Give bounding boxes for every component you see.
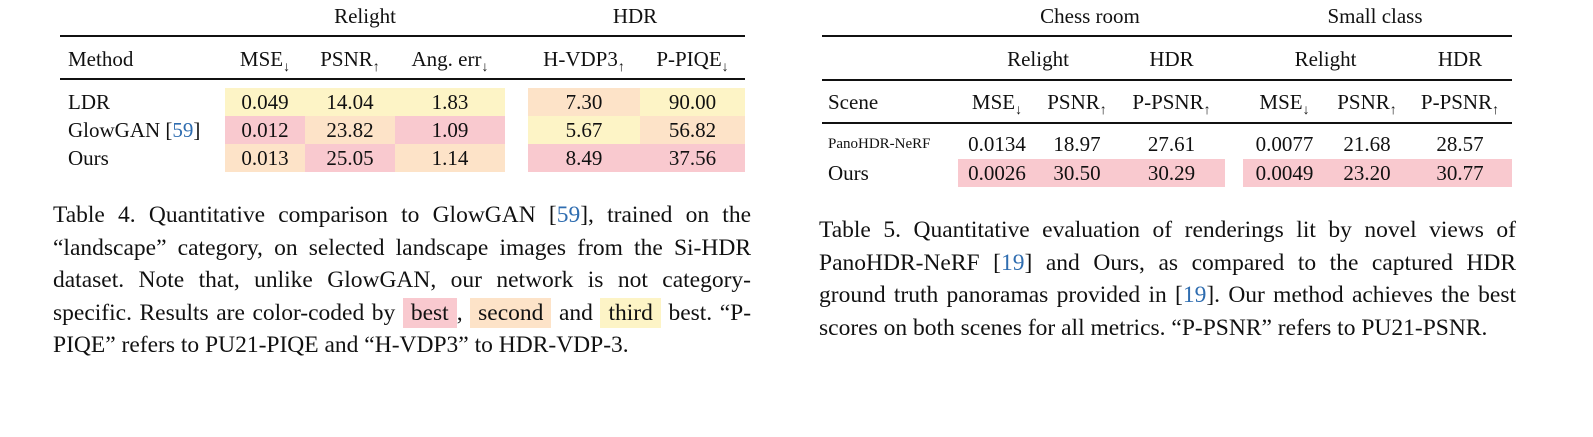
group-header-chess-room: Chess room [1040, 4, 1140, 28]
col-header-psnr: PSNR↑ [320, 47, 380, 75]
cell-psnr: 18.97 [1053, 132, 1101, 156]
rank-cell [305, 144, 395, 172]
citation-link[interactable]: 59 [556, 202, 581, 228]
group-header-relight: Relight [334, 4, 396, 28]
col-header-mse: MSE↓ [1259, 90, 1310, 118]
col-header-method: Method [68, 47, 134, 71]
legend-second: second [470, 297, 552, 328]
cell-psnr: 23.20 [1343, 161, 1391, 185]
col-header-mse: MSE↓ [239, 47, 291, 75]
rank-cell [225, 144, 305, 172]
cell-psnr: 14.04 [326, 90, 374, 114]
rank-cell [225, 116, 305, 144]
subgroup-header-relight: Relight [1007, 47, 1069, 71]
subgroup-header-relight: Relight [1294, 47, 1357, 71]
rank-cell [225, 88, 305, 116]
cell-ang-err: 1.83 [431, 90, 469, 114]
rank-cell [395, 88, 505, 116]
cell-psnr: 21.68 [1343, 132, 1391, 156]
table-rule [60, 35, 745, 37]
subgroup-header-hdr: HDR [1437, 47, 1483, 71]
row-scene: Ours [828, 161, 869, 185]
citation-link[interactable]: 19 [1182, 282, 1207, 308]
rank-cell [395, 116, 505, 144]
col-header-p-psnr: P-PSNR↑ [1420, 90, 1500, 118]
rank-cell [305, 116, 395, 144]
legend-best: best [402, 297, 457, 328]
cell-ang-err: 1.09 [431, 118, 469, 142]
cell-ang-err: 1.14 [431, 146, 469, 170]
cell-mse: 0.013 [241, 146, 289, 170]
rank-cell [528, 88, 640, 116]
cell-p-psnr: 30.77 [1436, 161, 1484, 185]
table-rule [60, 78, 745, 80]
rank-cell [640, 88, 745, 116]
col-header-psnr: PSNR↑ [1047, 90, 1107, 118]
col-header-p-piqe: P-PIQE↓ [656, 47, 729, 75]
cell-mse: 0.012 [241, 118, 289, 142]
group-header-small-class: Small class [1327, 4, 1423, 28]
rank-cell [528, 144, 640, 172]
cell-mse: 0.0134 [968, 132, 1026, 156]
cell-p-psnr: 30.29 [1147, 161, 1196, 185]
cell-mse: 0.0077 [1255, 132, 1314, 156]
rank-cell [1243, 159, 1512, 187]
group-header-hdr: HDR [612, 4, 658, 28]
table-rule [822, 79, 1512, 81]
citation-link[interactable]: 19 [1000, 249, 1025, 276]
cell-p-piqe: 37.56 [668, 146, 717, 170]
table-5-caption: Table 5. Quantitative evaluation of rend… [819, 217, 1517, 341]
row-scene: PanoHDR-NeRF [828, 136, 931, 152]
rank-cell [640, 116, 745, 144]
rank-cell [640, 144, 745, 172]
col-header-p-psnr: P-PSNR↑ [1132, 90, 1211, 118]
cell-mse: 0.049 [241, 90, 289, 114]
cell-p-psnr: 27.61 [1147, 132, 1196, 156]
rank-cell [395, 144, 505, 172]
cell-mse: 0.0049 [1255, 161, 1314, 185]
row-method: Ours [68, 146, 109, 170]
legend-third: third [600, 297, 661, 328]
table-rule [822, 122, 1512, 124]
cell-h-vdp3: 7.30 [565, 90, 603, 114]
cell-psnr: 25.05 [326, 146, 374, 170]
cell-p-psnr: 28.57 [1436, 132, 1484, 156]
cell-h-vdp3: 8.49 [565, 146, 603, 170]
col-header-mse: MSE↓ [971, 90, 1023, 118]
rank-cell [305, 88, 395, 116]
cell-p-piqe: 90.00 [668, 90, 717, 114]
col-header-psnr: PSNR↑ [1337, 90, 1397, 118]
table-4-caption: Table 4. Quantitative comparison to Glow… [53, 202, 752, 358]
citation-link[interactable]: 59 [172, 118, 194, 142]
rank-cell [958, 159, 1225, 187]
cell-mse: 0.0026 [968, 161, 1026, 185]
subgroup-header-hdr: HDR [1149, 47, 1194, 71]
cell-h-vdp3: 5.67 [565, 118, 603, 142]
col-header-h-vdp3: H-VDP3↑ [543, 47, 625, 75]
cell-p-piqe: 56.82 [668, 118, 717, 142]
col-header-ang-err: Ang. err↓ [411, 47, 489, 75]
cell-psnr: 30.50 [1053, 161, 1101, 185]
row-method: LDR [68, 90, 110, 114]
row-method: GlowGAN [59] [68, 118, 201, 142]
rank-cell [528, 116, 640, 144]
col-header-scene: Scene [828, 90, 879, 114]
table-rule [822, 35, 1512, 37]
cell-psnr: 23.82 [326, 118, 374, 142]
